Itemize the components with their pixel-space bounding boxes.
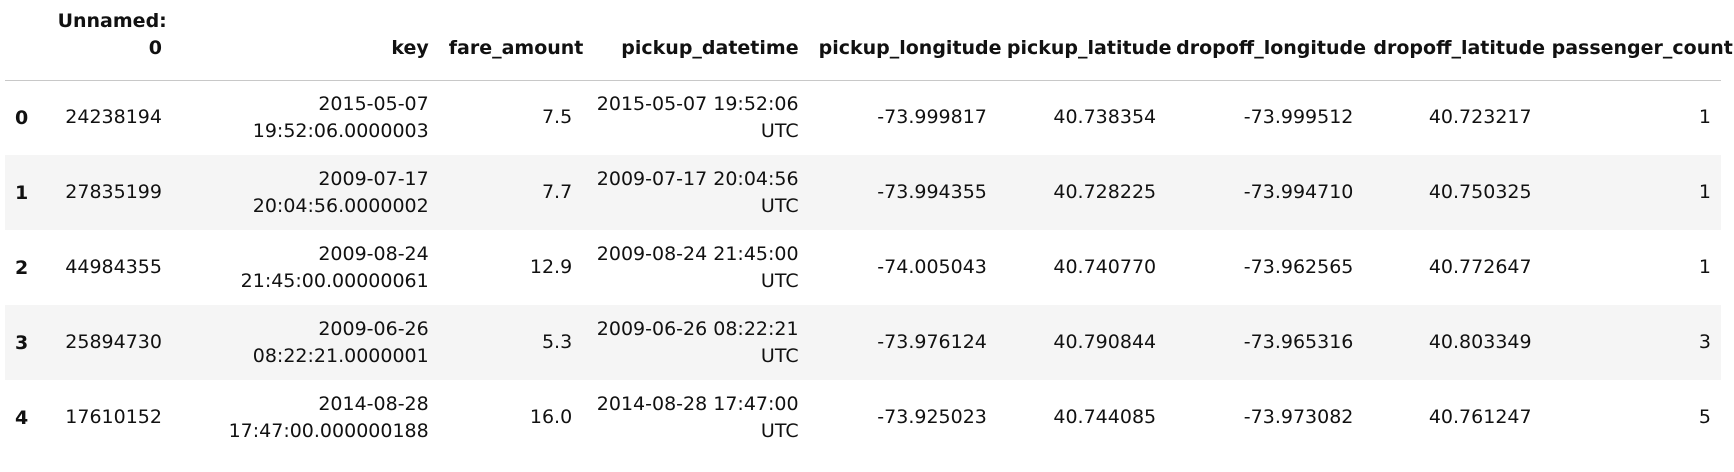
cell-dropoff-latitude: 40.761247 bbox=[1428, 406, 1532, 428]
cell-dropoff-latitude: 40.803349 bbox=[1428, 331, 1532, 353]
column-header-pickup-datetime: pickup_datetime bbox=[582, 0, 809, 81]
cell-pickup-latitude: 40.740770 bbox=[1053, 256, 1157, 278]
column-header-pickup-latitude: pickup_latitude bbox=[996, 0, 1172, 81]
row-index: 4 bbox=[15, 406, 29, 429]
cell-pickup-longitude: -73.976124 bbox=[877, 331, 987, 353]
cell-fare-amount: 7.7 bbox=[541, 181, 573, 203]
column-header-unnamed: Unnamed: 0 bbox=[47, 0, 172, 81]
cell-pickup-datetime: 2009-06-26 08:22:21 UTC bbox=[596, 317, 799, 367]
row-index: 2 bbox=[15, 256, 29, 279]
column-header-fare-amount: fare_amount bbox=[438, 0, 583, 81]
cell-unnamed: 27835199 bbox=[65, 181, 162, 203]
column-header-dropoff-latitude: dropoff_latitude bbox=[1363, 0, 1545, 81]
cell-key: 2009-07-17 20:04:56.0000002 bbox=[252, 167, 429, 217]
table-header: Unnamed: 0 key fare_amount pickup_dateti… bbox=[5, 0, 1733, 81]
cell-pickup-longitude: -74.005043 bbox=[877, 256, 987, 278]
cell-fare-amount: 12.9 bbox=[529, 256, 573, 278]
cell-passenger-count: 5 bbox=[1698, 406, 1711, 428]
cell-dropoff-latitude: 40.723217 bbox=[1428, 106, 1532, 129]
cell-pickup-latitude: 40.790844 bbox=[1053, 331, 1157, 353]
column-header-pickup-longitude: pickup_longitude bbox=[808, 0, 1002, 81]
cell-dropoff-longitude: -73.965316 bbox=[1243, 331, 1354, 353]
cell-pickup-longitude: -73.999817 bbox=[877, 106, 987, 129]
cell-key: 2014-08-28 17:47:00.000000188 bbox=[228, 392, 429, 442]
column-header-key: key bbox=[171, 0, 439, 81]
table-row: 0 24238194 2015-05-07 19:52:06.0000003 7… bbox=[5, 80, 1721, 155]
column-header-passenger-count: passenger_count bbox=[1541, 0, 1733, 81]
cell-pickup-datetime: 2014-08-28 17:47:00 UTC bbox=[596, 392, 799, 442]
cell-pickup-latitude: 40.744085 bbox=[1053, 406, 1157, 428]
row-index: 3 bbox=[15, 331, 29, 354]
cell-fare-amount: 16.0 bbox=[529, 406, 573, 428]
cell-dropoff-longitude: -73.999512 bbox=[1243, 106, 1354, 129]
row-index: 1 bbox=[15, 181, 29, 204]
cell-dropoff-latitude: 40.772647 bbox=[1428, 256, 1532, 278]
table-row: 3 25894730 2009-06-26 08:22:21.0000001 5… bbox=[5, 305, 1721, 380]
cell-pickup-datetime: 2009-08-24 21:45:00 UTC bbox=[596, 242, 799, 292]
cell-key: 2009-08-24 21:45:00.00000061 bbox=[240, 242, 429, 292]
cell-passenger-count: 1 bbox=[1698, 181, 1711, 203]
cell-pickup-datetime: 2009-07-17 20:04:56 UTC bbox=[596, 167, 799, 217]
cell-pickup-latitude: 40.738354 bbox=[1053, 106, 1157, 129]
cell-pickup-longitude: -73.994355 bbox=[877, 181, 987, 203]
cell-passenger-count: 1 bbox=[1698, 256, 1711, 278]
cell-unnamed: 44984355 bbox=[65, 256, 162, 278]
row-index: 0 bbox=[15, 106, 29, 129]
table-body: 0 24238194 2015-05-07 19:52:06.0000003 7… bbox=[5, 80, 1721, 455]
dataframe-output: Unnamed: 0 key fare_amount pickup_dateti… bbox=[5, 0, 1733, 455]
cell-fare-amount: 7.5 bbox=[541, 106, 573, 129]
header-row: Unnamed: 0 key fare_amount pickup_dateti… bbox=[5, 0, 1733, 81]
cell-dropoff-latitude: 40.750325 bbox=[1428, 181, 1532, 203]
cell-unnamed: 24238194 bbox=[65, 106, 162, 129]
column-header-dropoff-longitude: dropoff_longitude bbox=[1166, 0, 1366, 81]
cell-dropoff-longitude: -73.962565 bbox=[1243, 256, 1354, 278]
cell-pickup-longitude: -73.925023 bbox=[877, 406, 987, 428]
cell-pickup-latitude: 40.728225 bbox=[1053, 181, 1157, 203]
cell-pickup-datetime: 2015-05-07 19:52:06 UTC bbox=[596, 92, 799, 142]
table-row: 4 17610152 2014-08-28 17:47:00.000000188… bbox=[5, 380, 1721, 455]
cell-unnamed: 25894730 bbox=[65, 331, 162, 353]
cell-dropoff-longitude: -73.994710 bbox=[1243, 181, 1354, 203]
dataframe-table: Unnamed: 0 key fare_amount pickup_dateti… bbox=[5, 0, 1733, 455]
index-header bbox=[5, 0, 48, 81]
table-row: 1 27835199 2009-07-17 20:04:56.0000002 7… bbox=[5, 155, 1721, 230]
cell-unnamed: 17610152 bbox=[65, 406, 162, 428]
cell-key: 2015-05-07 19:52:06.0000003 bbox=[252, 92, 429, 142]
cell-dropoff-longitude: -73.973082 bbox=[1243, 406, 1354, 428]
cell-key: 2009-06-26 08:22:21.0000001 bbox=[252, 317, 429, 367]
cell-fare-amount: 5.3 bbox=[541, 331, 573, 353]
cell-passenger-count: 1 bbox=[1698, 106, 1711, 129]
table-row: 2 44984355 2009-08-24 21:45:00.00000061 … bbox=[5, 230, 1721, 305]
cell-passenger-count: 3 bbox=[1698, 331, 1711, 353]
